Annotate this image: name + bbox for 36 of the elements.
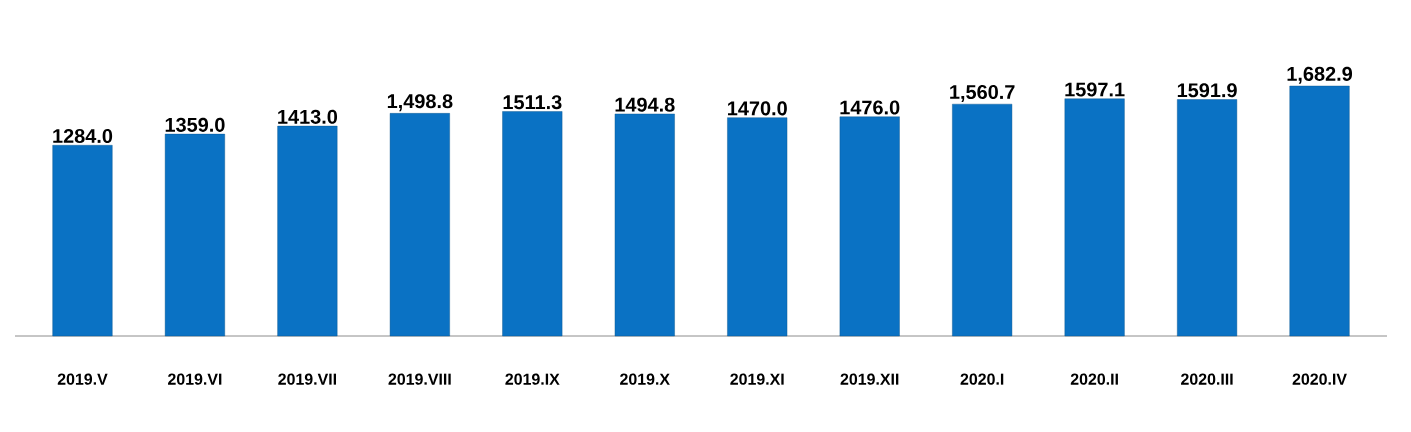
data-label: 1,682.9 <box>1287 66 1353 84</box>
data-label: 1591.9 <box>1177 83 1237 98</box>
x-tick-label: 2020.III <box>1181 373 1233 385</box>
bar <box>52 145 113 337</box>
data-label: 1359.0 <box>165 117 225 132</box>
x-tick-label: 2019.IX <box>505 373 560 385</box>
bar <box>1064 98 1125 337</box>
x-tick-label: 2020.IV <box>1292 373 1347 385</box>
x-tick-label: 2019.VII <box>278 373 337 385</box>
bar <box>614 113 675 337</box>
x-tick-label: 2020.II <box>1070 373 1118 385</box>
data-label: 1470.0 <box>728 101 787 116</box>
bar <box>389 113 450 337</box>
x-tick-label: 2019.X <box>620 373 670 385</box>
bar <box>502 111 563 337</box>
x-tick-label: 2020.I <box>960 373 1004 385</box>
data-label: 1,560.7 <box>950 84 1015 102</box>
data-label: 1284.0 <box>53 128 113 144</box>
x-tick-label: 2019.XII <box>840 373 899 385</box>
bar <box>727 117 788 337</box>
bar <box>1289 85 1350 337</box>
bar <box>277 125 338 337</box>
data-label: 1413.0 <box>278 109 338 124</box>
bar <box>839 116 900 337</box>
bar <box>1177 99 1238 337</box>
data-label: 1476.0 <box>840 100 900 115</box>
bar <box>952 103 1013 337</box>
data-label: 1494.8 <box>615 97 675 112</box>
data-label: 1511.3 <box>503 95 562 110</box>
bar <box>164 133 225 337</box>
x-tick-label: 2019.VIII <box>388 373 451 385</box>
data-label: 1597.1 <box>1065 82 1125 97</box>
x-tick-label: 2019.V <box>57 373 108 385</box>
x-tick-label: 2019.VI <box>168 373 222 385</box>
data-label: 1,498.8 <box>387 94 453 112</box>
x-tick-label: 2019.XI <box>730 373 784 385</box>
